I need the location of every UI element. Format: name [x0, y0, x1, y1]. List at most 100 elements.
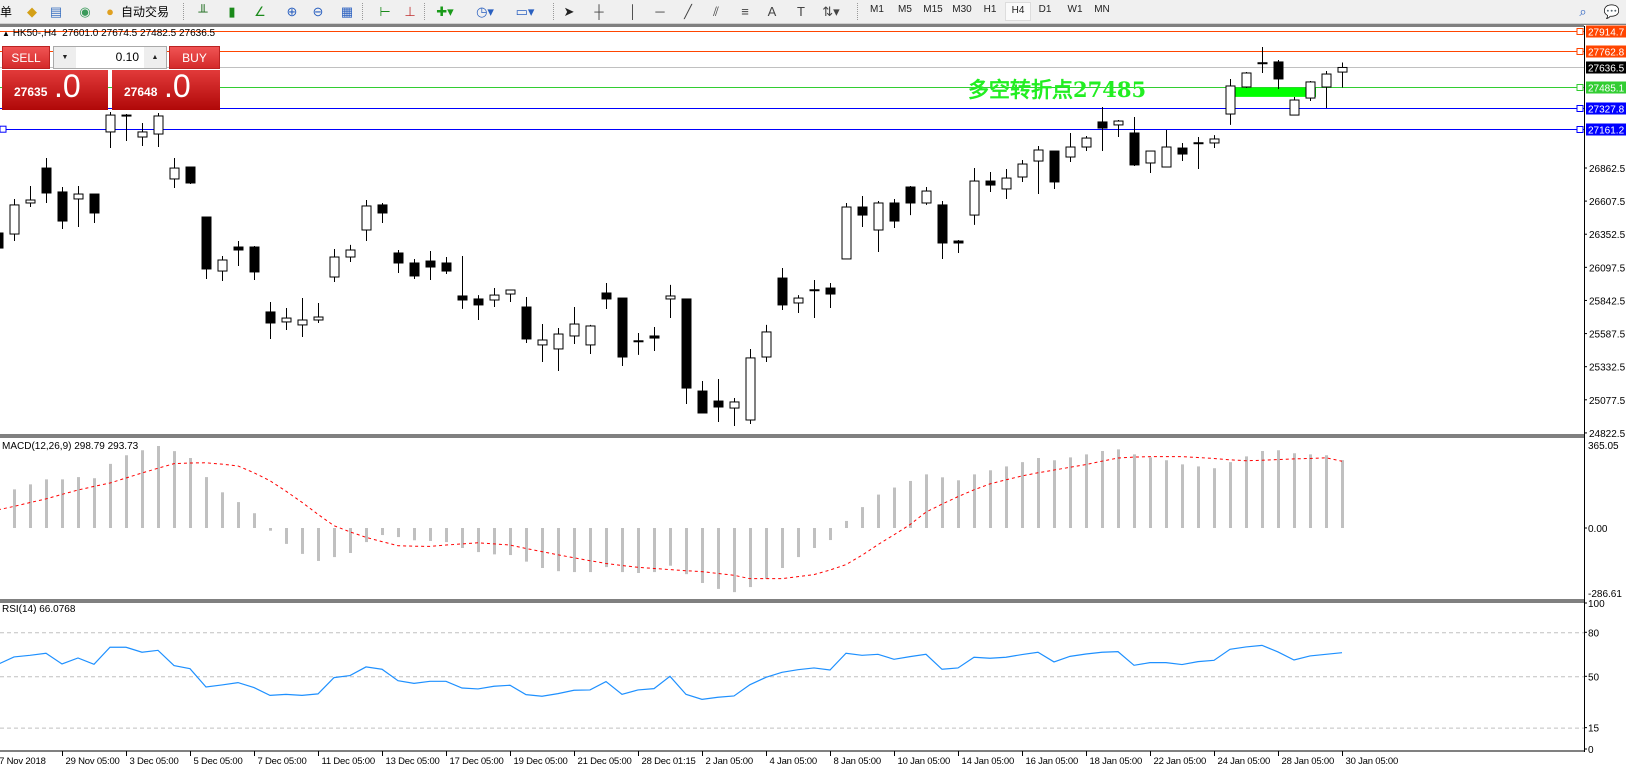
- volume-input[interactable]: 0.10: [115, 50, 139, 64]
- candle-body-bull: [761, 331, 772, 358]
- candle: [1033, 145, 1044, 195]
- rsi-label: RSI(14) 66.0768: [2, 604, 76, 615]
- fibo-icon[interactable]: ≡: [741, 4, 749, 19]
- text-icon[interactable]: A: [767, 4, 777, 19]
- time-axis-label: 13 Dec 05:00: [386, 756, 440, 767]
- line-chart-icon[interactable]: ∠: [254, 4, 266, 19]
- candle: [521, 297, 532, 343]
- history-icon[interactable]: ▤: [49, 4, 63, 19]
- autotrading-icon[interactable]: ●: [106, 4, 114, 19]
- candle-body-bull: [1257, 62, 1268, 65]
- pivot-annotation-text[interactable]: 多空转折点27485: [968, 77, 1147, 102]
- candle: [201, 216, 212, 279]
- sell-price-box[interactable]: 27635 .0: [2, 68, 108, 110]
- volume-stepper[interactable]: ▼ 0.10 ▲: [53, 46, 167, 69]
- time-axis-label: 27 Nov 2018: [0, 756, 46, 767]
- timeframe-h4[interactable]: H4: [1005, 2, 1031, 21]
- buy-price-box[interactable]: 27648 .0: [112, 68, 220, 110]
- timeframe-d1[interactable]: D1: [1038, 4, 1052, 15]
- level-handle-icon: [1576, 28, 1584, 35]
- time-axis-label: 19 Dec 05:00: [514, 756, 568, 767]
- cursor-icon[interactable]: ➤: [563, 4, 575, 19]
- candle: [777, 268, 788, 310]
- level-price-label: 27327.8: [1588, 105, 1625, 116]
- vertical-line-icon[interactable]: │: [628, 4, 638, 19]
- candle: [361, 200, 372, 242]
- candle: [57, 187, 68, 229]
- candlestick-icon[interactable]: ▮: [228, 4, 236, 19]
- candle-body-bear: [985, 180, 996, 186]
- trendline-icon[interactable]: ╱: [684, 4, 692, 19]
- timeframe-m5[interactable]: M5: [898, 4, 912, 15]
- candle: [1145, 150, 1156, 173]
- candle-body-bull: [1209, 138, 1220, 144]
- chart-shift-icon[interactable]: ⊥: [404, 4, 416, 19]
- sell-price-fraction: .0: [54, 68, 81, 104]
- candle: [697, 381, 708, 414]
- rsi-axis-label: 100: [1588, 599, 1605, 610]
- price-tick-label: 25077.5: [1589, 396, 1626, 407]
- candle-body-bull: [25, 199, 36, 204]
- text-label-icon[interactable]: T: [797, 4, 805, 19]
- collapse-triangle-icon[interactable]: ▲: [2, 29, 10, 38]
- candle: [985, 171, 996, 192]
- indicators-icon[interactable]: ✚▾: [436, 4, 454, 19]
- candle: [1161, 130, 1172, 168]
- chat-icon[interactable]: 💬: [1603, 4, 1621, 19]
- candle-body-bear: [57, 191, 68, 222]
- time-axis-label: 4 Jan 05:00: [770, 756, 817, 767]
- candle-body-bear: [889, 202, 900, 222]
- horizontal-line-icon[interactable]: ─: [655, 4, 665, 19]
- volume-increase-button[interactable]: ▲: [144, 47, 166, 68]
- candle-body-bull: [1017, 163, 1028, 178]
- arrows-icon[interactable]: ⇅▾: [822, 4, 840, 19]
- volume-decrease-button[interactable]: ▼: [54, 47, 76, 68]
- time-axis-label: 28 Dec 01:15: [642, 756, 696, 767]
- candle: [809, 280, 820, 319]
- timeframe-m30[interactable]: M30: [952, 4, 972, 15]
- fibo-channel-icon[interactable]: ⫽: [713, 4, 719, 19]
- candle-body-bull: [345, 249, 356, 258]
- candle-body-bear: [89, 193, 100, 214]
- candle-body-bear: [425, 260, 436, 268]
- candle: [409, 258, 420, 279]
- timeframe-w1[interactable]: W1: [1067, 4, 1083, 15]
- candle-body-bull: [793, 297, 804, 304]
- signals-icon[interactable]: ◉: [79, 4, 91, 19]
- buy-button[interactable]: BUY: [169, 46, 220, 69]
- candle-body-bear: [457, 295, 468, 301]
- search-icon[interactable]: ⌕: [1579, 4, 1587, 19]
- chart-ohlc: 27601.0 27674.5 27482.5 27636.5: [62, 28, 216, 39]
- candle-body-bear: [1177, 147, 1188, 155]
- timeframe-mn[interactable]: MN: [1094, 4, 1110, 15]
- timeframe-m15[interactable]: M15: [923, 4, 943, 15]
- crosshair-icon[interactable]: ┼: [594, 4, 604, 19]
- templates-icon[interactable]: ▭▾: [515, 4, 535, 19]
- time-axis-label: 8 Jan 05:00: [834, 756, 881, 767]
- zoom-in-icon[interactable]: ⊕: [286, 4, 298, 19]
- tile-windows-icon[interactable]: ▦: [340, 4, 354, 19]
- periods-icon[interactable]: ◷▾: [476, 4, 494, 19]
- level-price-label: 27914.7: [1588, 28, 1625, 39]
- candle-body-bull: [1193, 142, 1204, 145]
- autotrading-button[interactable]: 自动交易: [121, 5, 170, 19]
- sell-button[interactable]: SELL: [2, 46, 50, 69]
- time-axis-label: 3 Dec 05:00: [130, 756, 179, 767]
- candle-body-bull: [1337, 66, 1348, 73]
- menu-partial-label[interactable]: 单: [0, 5, 13, 19]
- time-axis-label: 29 Nov 05:00: [66, 756, 120, 767]
- bar-chart-icon[interactable]: ╨: [198, 4, 208, 19]
- timeframe-m1[interactable]: M1: [870, 4, 884, 15]
- timeframe-h1[interactable]: H1: [983, 4, 997, 15]
- main-pane: [0, 28, 1584, 426]
- candle-body-bull: [969, 180, 980, 216]
- toolbar-separator: [362, 3, 364, 20]
- auto-scroll-icon[interactable]: ⊢: [379, 4, 391, 19]
- zoom-out-icon[interactable]: ⊖: [312, 4, 324, 19]
- level-handle-icon: [1576, 105, 1584, 112]
- macd-axis-label: 0.00: [1588, 524, 1608, 535]
- price-tick-label: 24822.5: [1589, 429, 1626, 440]
- candle-body-bull: [665, 295, 676, 300]
- navigator-book-icon[interactable]: ◆: [27, 4, 37, 19]
